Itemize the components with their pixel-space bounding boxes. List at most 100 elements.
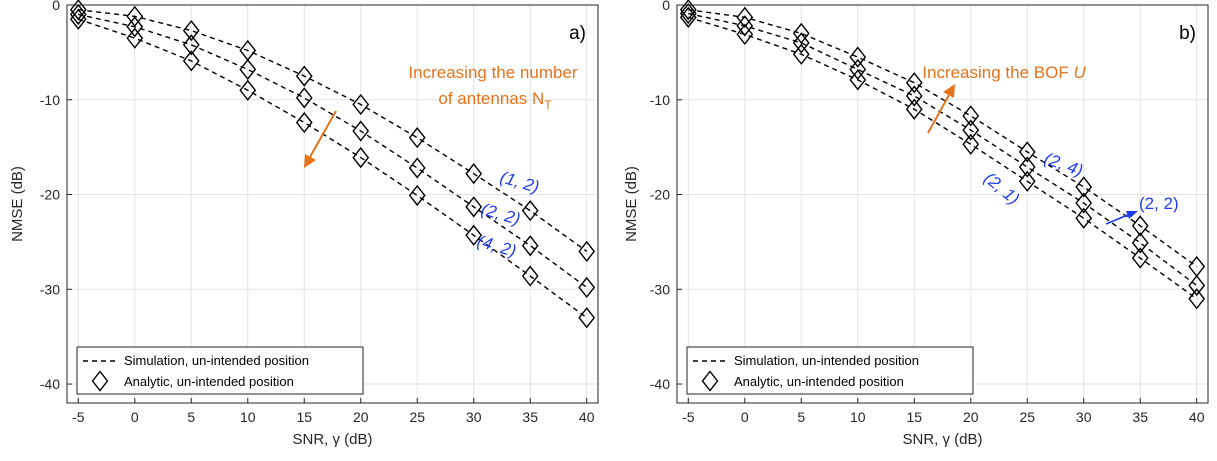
curve-label-b2: (2, 1) (980, 169, 1023, 209)
curve-label-1: (1, 2) (498, 168, 541, 197)
data-point-series-1 (849, 46, 867, 68)
data-point-series-1 (521, 200, 539, 222)
series-line-3 (688, 16, 1198, 300)
x-tick-label: 0 (131, 409, 139, 425)
y-axis-label: NMSE (dB) (9, 166, 26, 242)
panel-b-annotations: Increasing the BOF U (2, 4) (2, 1) (2, 2… (922, 63, 1179, 225)
data-point-series-3 (295, 111, 313, 134)
data-point-series-1 (465, 163, 483, 185)
panel-label: a) (569, 23, 586, 44)
data-point-series-2 (1188, 274, 1206, 297)
x-tick-label: -5 (682, 409, 695, 425)
data-point-series-1 (578, 240, 596, 263)
data-point-series-2 (521, 235, 539, 257)
x-tick-label: 0 (741, 409, 749, 425)
x-tick-label: 20 (963, 409, 979, 425)
data-point-series-2 (849, 58, 867, 81)
legend-entry-analytic: Analytic, un-intended position (124, 374, 294, 389)
data-point-series-3 (578, 307, 596, 329)
data-point-series-2 (352, 120, 370, 142)
y-tick-label: -30 (650, 281, 670, 297)
x-tick-label: 15 (906, 409, 922, 425)
data-point-series-2 (1018, 156, 1036, 178)
data-point-series-3 (408, 184, 426, 207)
y-tick-label: -10 (40, 92, 60, 108)
data-point-series-3 (521, 265, 539, 287)
data-point-series-2 (295, 87, 313, 109)
x-tick-label: 10 (240, 409, 256, 425)
y-tick-label: 0 (52, 0, 60, 13)
x-axis-label: SNR, γ (dB) (902, 431, 982, 448)
x-tick-label: 30 (466, 409, 482, 425)
panel-a-annotations: Increasing the number of antennas NT (1,… (304, 63, 578, 261)
legend-entry-simulation: Simulation, un-intended position (734, 353, 919, 368)
data-point-series-3 (736, 23, 754, 46)
data-point-series-2 (905, 85, 923, 107)
data-point-series-2 (679, 2, 697, 25)
data-point-series-2 (126, 16, 144, 38)
series-line-2 (688, 12, 1198, 287)
x-tick-label: 40 (579, 409, 595, 425)
data-point-series-3 (679, 6, 697, 28)
data-point-series-3 (126, 27, 144, 49)
legend-marker-swatch (91, 370, 109, 392)
x-tick-label: 35 (1132, 409, 1148, 425)
annotation-text-b: Increasing the BOF U (922, 63, 1086, 82)
data-point-series-3 (465, 224, 483, 246)
x-tick-label: -5 (72, 409, 85, 425)
data-point-series-2 (182, 34, 200, 56)
data-point-series-1 (182, 19, 200, 42)
data-point-series-1 (792, 22, 810, 45)
x-tick-label: 30 (1076, 409, 1092, 425)
panel-label: b) (1179, 23, 1196, 44)
data-point-series-1 (736, 6, 754, 28)
data-point-series-3 (1018, 170, 1036, 192)
data-point-series-1 (69, 0, 87, 21)
x-axis-label: SNR, γ (dB) (292, 431, 372, 448)
data-point-series-2 (1131, 232, 1149, 254)
curve-label-b1: (2, 4) (1042, 149, 1086, 180)
series-line-3 (78, 18, 588, 319)
data-point-series-1 (679, 0, 697, 21)
data-point-series-1 (126, 5, 144, 28)
curve-label-2: (2, 2) (479, 200, 522, 229)
data-point-series-2 (69, 3, 87, 26)
x-tick-label: 5 (797, 409, 805, 425)
data-point-series-1 (408, 127, 426, 149)
legend-box (76, 346, 364, 395)
legend-box (686, 346, 974, 395)
data-point-series-2 (239, 58, 257, 81)
data-point-series-1 (1018, 141, 1036, 163)
data-point-series-1 (1075, 176, 1093, 198)
y-tick-label: -20 (650, 187, 670, 203)
x-tick-label: 25 (1019, 409, 1035, 425)
data-point-series-1 (352, 93, 370, 116)
x-tick-label: 35 (522, 409, 538, 425)
y-tick-label: -40 (40, 376, 60, 392)
data-point-series-3 (962, 133, 980, 155)
data-point-series-2 (578, 276, 596, 299)
data-point-series-3 (352, 146, 370, 169)
data-point-series-3 (905, 98, 923, 120)
annotation-arrow-b (927, 94, 950, 134)
annotation-text-line2: of antennas NT (438, 89, 552, 112)
data-point-series-1 (905, 72, 923, 94)
annotation-arrow (309, 110, 337, 158)
data-point-series-2 (736, 15, 754, 37)
y-tick-label: -30 (40, 281, 60, 297)
axes-box (676, 4, 1209, 404)
data-point-series-2 (792, 32, 810, 54)
x-tick-label: 10 (850, 409, 866, 425)
y-tick-label: -10 (650, 92, 670, 108)
y-axis-label: NMSE (dB) (623, 166, 640, 242)
data-point-series-3 (792, 43, 810, 65)
chart-panel-b: -5 0 5 10 15 20 25 30 35 40 0 -10 -20 -30 -40 SNR, γ (d… (623, 0, 1209, 448)
x-tick-label: 25 (409, 409, 425, 425)
legend-entry-analytic: Analytic, un-intended position (734, 374, 904, 389)
data-point-series-3 (69, 8, 87, 30)
y-tick-label: -20 (40, 187, 60, 203)
data-point-series-1 (962, 105, 980, 127)
y-tick-label: 0 (662, 0, 670, 13)
data-point-series-3 (849, 69, 867, 91)
